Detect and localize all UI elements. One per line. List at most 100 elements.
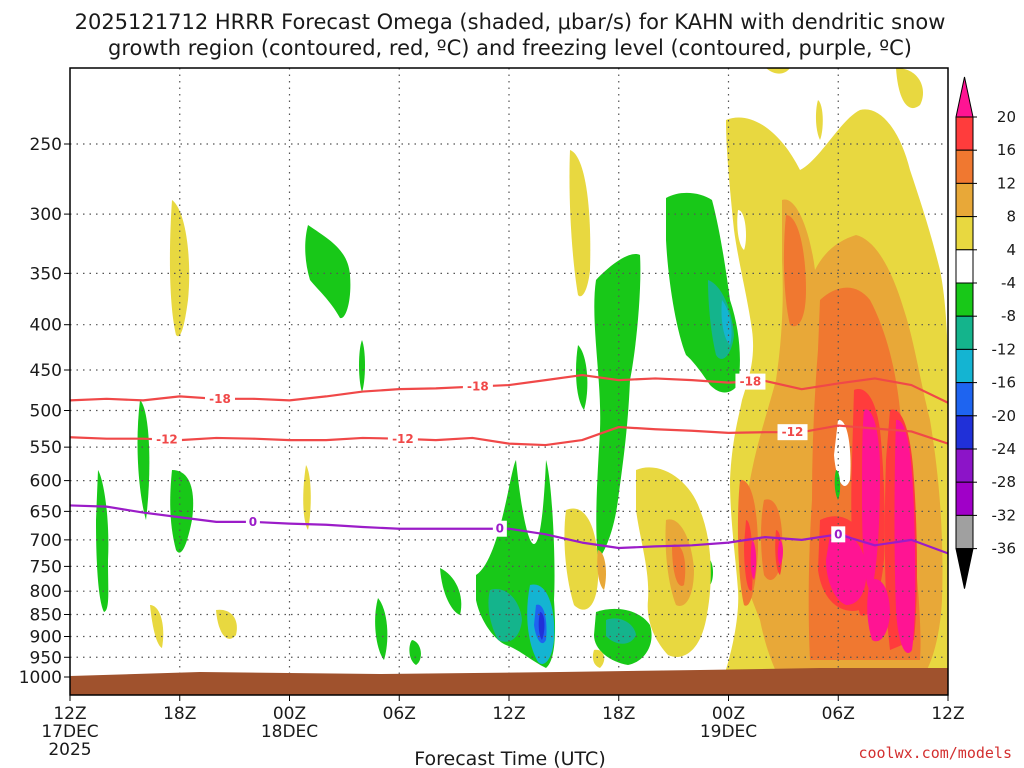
omega-region <box>137 400 150 520</box>
x-tick-label: 00Z <box>273 704 306 724</box>
omega-region <box>440 568 462 615</box>
omega-region <box>359 340 365 392</box>
omega-region <box>766 68 790 74</box>
chart-title-line-2: growth region (contoured, red, ºC) and f… <box>108 36 912 60</box>
omega-region <box>592 649 605 668</box>
colorbar-cap-bottom <box>955 548 974 589</box>
colorbar-label: 4 <box>1006 241 1016 259</box>
x-axis-title: Forecast Time (UTC) <box>414 748 605 768</box>
omega-region <box>710 560 713 585</box>
x-tick-label: 12Z <box>931 704 964 724</box>
omega-region <box>894 419 916 654</box>
y-tick-label: 300 <box>30 205 62 225</box>
colorbar-label: -24 <box>992 440 1017 458</box>
x-tick-label: 2025 <box>48 740 91 760</box>
colorbar-label: 12 <box>997 174 1016 192</box>
contour-label-background <box>204 390 235 407</box>
y-tick-label: 1000 <box>19 668 62 688</box>
omega-region <box>744 520 753 591</box>
y-tick-label: 350 <box>30 264 62 284</box>
colorbar-label: 8 <box>1006 208 1016 226</box>
contour-label-background <box>492 520 507 537</box>
contour-label: -12 <box>156 433 178 447</box>
pressure-gridlines <box>64 143 948 678</box>
contour-lines: -18 -18 -18 -12 -12 -12 0 0 0 <box>69 373 949 555</box>
colorbar-label: -12 <box>992 340 1017 358</box>
omega-region <box>594 254 641 561</box>
contour-label-background <box>735 373 766 390</box>
omega-region <box>488 589 522 642</box>
colorbar-segment <box>955 149 974 184</box>
colorbar-segment <box>955 448 974 483</box>
y-tick-label: 450 <box>30 361 62 381</box>
omega-region <box>737 210 746 250</box>
omega-region <box>576 345 588 410</box>
omega-region <box>867 579 890 642</box>
contour-label: 0 <box>496 522 504 536</box>
contour-label: -12 <box>782 425 804 439</box>
colorbar-label: -32 <box>992 506 1017 524</box>
omega-region <box>303 465 311 530</box>
x-tick-label: 12Z <box>53 704 86 724</box>
colorbar-segment <box>955 182 974 218</box>
omega-region <box>896 68 923 109</box>
terrain-ground <box>70 668 948 695</box>
colorbar-segment <box>955 315 974 350</box>
x-tick-label: 18DEC <box>261 722 318 742</box>
omega-region <box>538 612 545 640</box>
y-tick-label: 650 <box>30 502 62 522</box>
colorbar: 20 16 12 8 4 -4 -8 -12 -16 -20 -24 -28 -32 -36 <box>955 76 1017 589</box>
omega-region <box>777 540 783 565</box>
colorbar-cap-top <box>955 76 974 118</box>
colorbar-label: -36 <box>992 540 1017 558</box>
contour-label-background <box>151 431 182 448</box>
omega-shaded-field <box>96 68 948 695</box>
colorbar-segment <box>955 348 974 384</box>
omega-region <box>826 533 867 605</box>
x-tick-label: 00Z <box>712 704 745 724</box>
colorbar-label: -28 <box>992 473 1017 491</box>
contour-label: 0 <box>249 515 257 529</box>
omega-region <box>597 550 606 590</box>
colorbar-label: -16 <box>992 374 1017 392</box>
chart-title-line-1: 2025121712 HRRR Forecast Omega (shaded, … <box>75 10 946 34</box>
plot-frame <box>69 67 949 696</box>
colorbar-label: 20 <box>997 108 1016 126</box>
omega-region <box>409 640 421 665</box>
contour-label-background <box>387 430 418 447</box>
colorbar-label: -4 <box>1001 274 1016 292</box>
x-tick-label: 18Z <box>163 704 196 724</box>
colorbar-label: -8 <box>1001 307 1016 325</box>
contour-label: -12 <box>392 432 414 446</box>
colorbar-segment <box>955 514 974 550</box>
x-tick-label: 18Z <box>602 704 635 724</box>
colorbar-label: 16 <box>997 141 1016 159</box>
y-tick-label: 750 <box>30 557 62 577</box>
omega-region <box>375 598 388 660</box>
y-tick-label: 600 <box>30 472 62 492</box>
omega-region <box>606 618 636 644</box>
omega-region <box>721 300 732 345</box>
omega-region <box>569 150 591 297</box>
colorbar-segment <box>955 216 974 251</box>
colorbar-segment <box>955 481 974 516</box>
omega-region <box>305 225 351 319</box>
contour-label-background <box>462 378 493 395</box>
contour-label: 0 <box>834 527 842 541</box>
omega-region <box>150 605 164 648</box>
contour-label-background <box>777 424 808 441</box>
x-tick-label: 19DEC <box>700 722 757 742</box>
contour-label: -18 <box>467 379 489 393</box>
omega-region <box>815 100 823 140</box>
omega-region <box>216 609 237 639</box>
x-tick-label: 06Z <box>822 704 855 724</box>
x-tick-label: 06Z <box>383 704 416 724</box>
omega-region <box>834 419 851 486</box>
credit-text: coolwx.com/models <box>858 744 1012 762</box>
omega-region <box>672 544 686 586</box>
colorbar-segment <box>955 282 974 317</box>
omega-region <box>750 540 757 580</box>
colorbar-segment <box>955 249 974 284</box>
